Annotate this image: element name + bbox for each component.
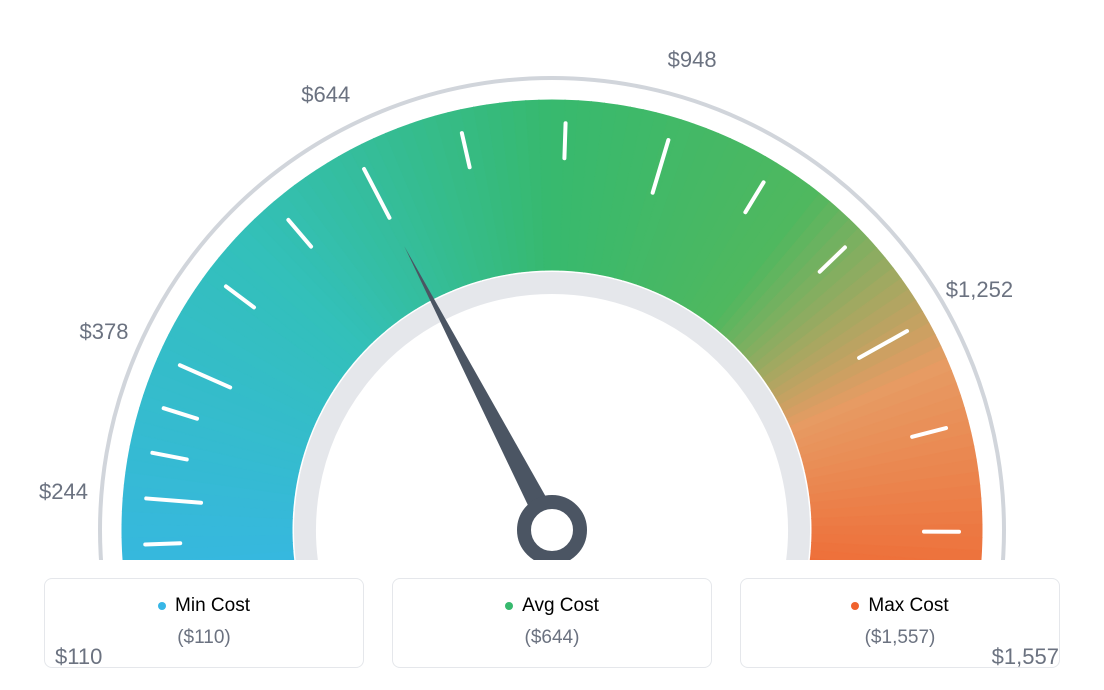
legend-label-max: Max Cost bbox=[868, 595, 948, 617]
cost-gauge-chart: $110$244$378$644$948$1,252$1,557 bbox=[22, 20, 1082, 560]
gauge-tick-label: $244 bbox=[39, 479, 88, 505]
gauge-svg bbox=[22, 20, 1082, 560]
gauge-tick-label: $948 bbox=[668, 47, 717, 73]
legend-title-min: Min Cost bbox=[158, 595, 250, 617]
legend-label-min: Min Cost bbox=[175, 595, 250, 617]
gauge-tick-label: $378 bbox=[80, 319, 129, 345]
legend-dot-min bbox=[158, 602, 166, 610]
legend-dot-max bbox=[851, 602, 859, 610]
legend-label-avg: Avg Cost bbox=[522, 595, 599, 617]
legend-dot-avg bbox=[505, 602, 513, 610]
legend-title-max: Max Cost bbox=[851, 595, 948, 617]
gauge-tick-label: $1,557 bbox=[992, 644, 1059, 670]
gauge-tick-label: $1,252 bbox=[946, 277, 1013, 303]
legend-title-avg: Avg Cost bbox=[505, 595, 599, 617]
legend-card-avg: Avg Cost ($644) bbox=[392, 578, 712, 668]
gauge-tick-label: $644 bbox=[301, 82, 350, 108]
legend-row: Min Cost ($110) Avg Cost ($644) Max Cost… bbox=[20, 578, 1084, 668]
gauge-tick-label: $110 bbox=[55, 644, 102, 670]
legend-value-avg: ($644) bbox=[393, 627, 711, 649]
